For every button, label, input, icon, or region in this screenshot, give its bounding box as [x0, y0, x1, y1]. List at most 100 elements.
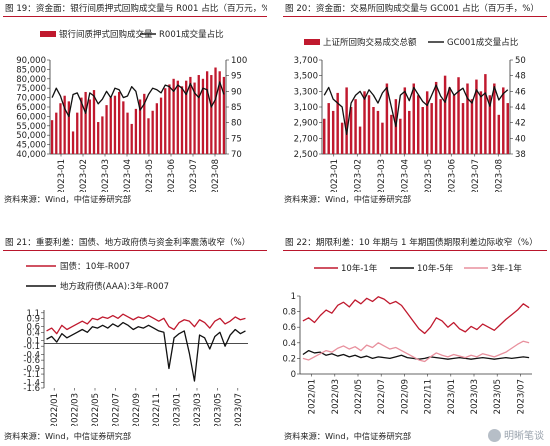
bar: [55, 112, 58, 154]
bar: [439, 99, 442, 154]
y-tick-label: 3,100: [294, 103, 318, 113]
bar: [372, 107, 375, 154]
bar: [425, 91, 429, 154]
bar: [340, 122, 344, 154]
x-tick-label: 2023/07: [234, 393, 244, 426]
wechat-icon: [488, 429, 501, 442]
bar: [155, 103, 158, 154]
x-tick-label: 2023-04: [123, 159, 133, 192]
x-tick-label: 2023-01: [330, 159, 340, 192]
panel-20-source: 资料来源：Wind，中信证券研究部: [284, 194, 412, 204]
x-tick-label: 2022/07: [377, 379, 387, 414]
panel-21-title: 图 21：重要利差：国债、地方政府债与资金利率震荡收窄（%）: [3, 236, 267, 251]
bar: [434, 81, 438, 154]
bar: [354, 99, 357, 154]
y-tick-label: 50,000: [16, 131, 46, 141]
x-tick-label: 2022/11: [424, 379, 434, 414]
bar: [59, 103, 62, 154]
bar: [71, 131, 75, 154]
bar: [63, 95, 66, 154]
x-tick-label: 2023/07: [516, 379, 526, 414]
bar: [76, 112, 79, 154]
y-tick-label: 85,000: [16, 65, 46, 75]
panel-20-title: 图 20：资金面：交易所回购成交量与 GC001 占比（百万手，%）: [283, 2, 547, 17]
bar: [134, 108, 138, 154]
y-tick-label: 40,000: [16, 150, 46, 160]
bar: [323, 118, 326, 154]
x-tick-label: 2022/01: [50, 393, 60, 426]
y-tick-label: -0.9: [23, 365, 40, 375]
bar: [452, 95, 456, 154]
y-tick-label: 55,000: [16, 122, 46, 132]
bar: [101, 116, 104, 154]
x-tick-label: 2022/09: [400, 379, 410, 414]
y-tick-label: 2,900: [294, 119, 318, 129]
y-tick-label-right: 90: [231, 87, 242, 97]
panel-19-title: 图 19：资金面：银行间质押式回购成交量与 R001 占比（百万元，%）: [3, 2, 267, 17]
bar: [201, 78, 205, 154]
legend-swatch-bar: [304, 39, 320, 45]
bar: [214, 67, 217, 154]
x-tick-label: 2023-05: [145, 159, 155, 192]
y-tick-label: 1: [291, 292, 296, 302]
bar: [381, 122, 384, 154]
bar: [403, 87, 407, 154]
bar: [151, 110, 154, 154]
bar: [430, 103, 433, 154]
bar: [185, 80, 188, 154]
y-tick-label-right: 42: [515, 119, 526, 129]
bar: [126, 112, 129, 154]
y-tick-label: 0.9: [26, 314, 40, 324]
series-line: [46, 313, 246, 335]
series-line: [323, 84, 509, 136]
y-tick-label: 0.6: [282, 323, 296, 333]
bar: [92, 90, 96, 154]
x-tick-label: 2023-05: [424, 159, 434, 192]
legend-label: R001成交量占比: [159, 29, 224, 40]
y-tick-label: 3,500: [294, 72, 318, 82]
x-tick-label: 2022/07: [111, 393, 121, 426]
x-tick-label: 2022/03: [331, 379, 341, 414]
bar: [80, 97, 83, 154]
bar: [193, 82, 196, 154]
bar: [417, 95, 420, 154]
x-tick-label: 2022/09: [132, 393, 142, 426]
bar: [180, 86, 184, 154]
chart-22-term-spreads: 0 0.2 0.4 0.6 0.8 1 2022/01 2022/03 2022/05 2022/…: [282, 263, 532, 414]
y-tick-label: 0.6: [26, 323, 40, 333]
y-tick-label-right: 100: [231, 56, 247, 66]
y-tick-label-right: 85: [231, 103, 242, 113]
bar: [479, 91, 483, 154]
y-tick-label: 0.1: [26, 337, 40, 347]
bar: [412, 83, 415, 154]
legend-label: 3年-1年: [491, 263, 522, 274]
bar: [488, 95, 492, 154]
bar: [113, 95, 117, 154]
bar: [358, 126, 362, 154]
bar: [385, 83, 389, 154]
x-tick-label: 2023-07: [471, 159, 481, 192]
bar: [84, 91, 87, 154]
panel-22-title: 图 22：期限利差：10 年期与 1 年期国债期限利差边际收窄（%）: [283, 236, 547, 251]
bar: [147, 118, 150, 154]
y-tick-label: 80,000: [16, 75, 46, 85]
x-tick-label: 2023/03: [193, 393, 203, 426]
bar: [502, 87, 505, 154]
y-tick-label-right: 48: [515, 72, 526, 82]
x-tick-label: 2023-06: [447, 159, 457, 192]
legend-label: 10年-5年: [417, 263, 454, 274]
bar: [331, 110, 335, 154]
x-tick-label: 2023-02: [353, 159, 363, 192]
bar: [443, 75, 447, 154]
bar: [399, 118, 402, 154]
y-tick-label: -1.1: [23, 370, 40, 380]
y-tick-label: 45,000: [16, 141, 46, 151]
y-tick-label: -0.1: [23, 342, 40, 352]
y-tick-label: 1.1: [26, 309, 40, 319]
x-tick-label: 2023-08: [494, 159, 504, 192]
bar: [506, 103, 509, 154]
y-tick-label-right: 50: [515, 56, 526, 66]
bar: [466, 83, 469, 154]
bar: [143, 93, 146, 154]
legend-label: 10年-1年: [341, 263, 378, 274]
